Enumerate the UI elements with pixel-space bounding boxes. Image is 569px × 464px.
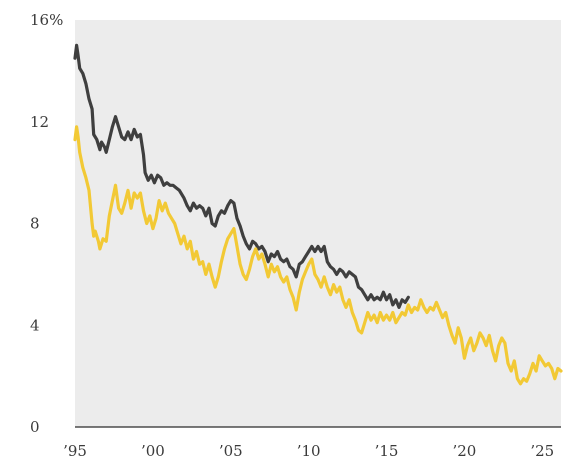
x-tick-label: ’00: [141, 442, 165, 460]
y-tick-label: 4: [30, 316, 40, 334]
x-tick-label: ’95: [63, 442, 87, 460]
x-tick-label: ’05: [219, 442, 243, 460]
series-line-1: [73, 43, 410, 309]
y-tick-labels: 0 4 8 12 16%: [30, 11, 63, 436]
x-tick-label: ’25: [530, 442, 554, 460]
x-tick-labels: ’95 ’00 ’05 ’10 ’15 ’20 ’25: [63, 442, 554, 460]
x-tick-label: ’20: [452, 442, 476, 460]
y-tick-label: 8: [30, 215, 40, 233]
y-tick-label: 16%: [30, 11, 63, 29]
x-tick-label: ’10: [297, 442, 321, 460]
y-tick-label: 12: [30, 113, 49, 131]
y-tick-label: 0: [30, 418, 40, 436]
x-tick-label: ’15: [375, 442, 399, 460]
series-layer: [73, 43, 563, 386]
series-line-2: [73, 125, 563, 386]
